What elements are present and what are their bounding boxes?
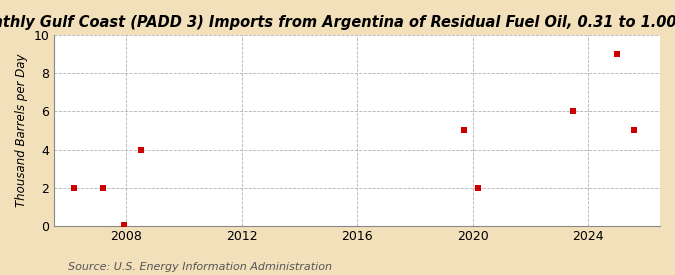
Point — [458, 128, 469, 133]
Point — [136, 147, 146, 152]
Point — [69, 185, 80, 190]
Y-axis label: Thousand Barrels per Day: Thousand Barrels per Day — [15, 54, 28, 207]
Point — [118, 222, 129, 227]
Title: Monthly Gulf Coast (PADD 3) Imports from Argentina of Residual Fuel Oil, 0.31 to: Monthly Gulf Coast (PADD 3) Imports from… — [0, 15, 675, 30]
Point — [628, 128, 639, 133]
Point — [473, 185, 484, 190]
Text: Source: U.S. Energy Information Administration: Source: U.S. Energy Information Administ… — [68, 262, 331, 272]
Point — [98, 185, 109, 190]
Point — [612, 52, 622, 57]
Point — [568, 109, 579, 114]
